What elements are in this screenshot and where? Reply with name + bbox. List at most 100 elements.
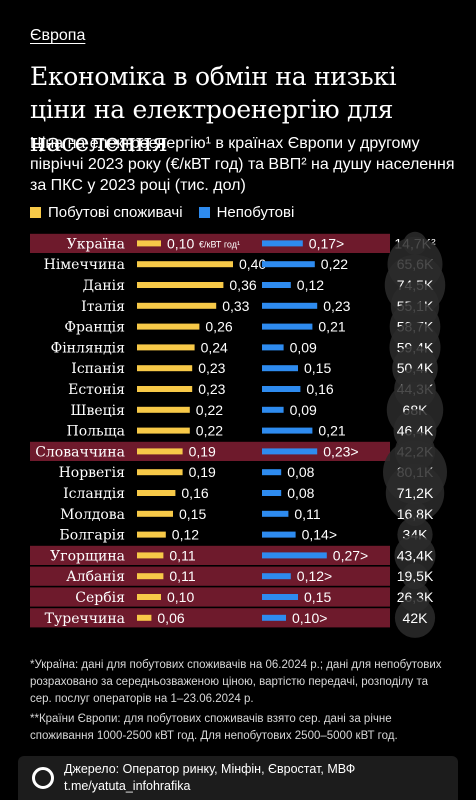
country-label: Італія — [81, 299, 125, 315]
nonhousehold-value: 0,10> — [292, 610, 327, 626]
household-bar — [137, 386, 193, 392]
nonhousehold-bar — [262, 469, 282, 476]
household-bar — [137, 240, 161, 247]
household-value: 0,10 — [167, 589, 194, 605]
household-bar — [137, 552, 164, 559]
nonhousehold-bar — [262, 427, 313, 434]
nonhousehold-bar — [262, 344, 284, 351]
legend-swatch-nonhousehold — [198, 207, 210, 218]
nonhousehold-value: 0,16 — [306, 381, 333, 397]
nonhousehold-bar — [262, 365, 298, 372]
household-bar — [137, 448, 183, 455]
nonhousehold-bar — [262, 261, 315, 268]
footnote-europe: **Країни Європи: для побутових споживачі… — [30, 713, 398, 742]
nonhousehold-value: 0,15 — [304, 360, 331, 376]
country-label: Болгарія — [59, 528, 125, 544]
household-value: 0,16 — [181, 485, 208, 501]
country-label: Словаччина — [35, 444, 125, 460]
country-label: Естонія — [68, 382, 125, 398]
nonhousehold-bar — [262, 552, 327, 559]
footer: Джерело: Оператор ринку, Мінфін, Євроста… — [18, 756, 458, 800]
household-bar — [137, 531, 166, 538]
household-value: 0,24 — [201, 339, 228, 355]
nonhousehold-value: 0,12 — [297, 277, 324, 293]
nonhousehold-value: 0,12> — [297, 568, 332, 584]
page-title: Економіка в обмін на низькі ціни на елек… — [30, 62, 397, 157]
legend: Побутові споживачі Непобутові — [30, 204, 304, 221]
source-text: Джерело: Оператор ринку, Мінфін, Євроста… — [64, 762, 356, 776]
country-label: Албанія — [66, 569, 125, 585]
legend-item-household: Побутові споживачі — [30, 204, 183, 221]
row-highlight — [30, 441, 390, 461]
household-value: 0,19 — [189, 464, 216, 480]
country-label: Швеція — [71, 403, 126, 419]
household-bar — [137, 510, 173, 517]
country-label: Україна — [67, 236, 125, 252]
nonhousehold-value: 0,23> — [323, 443, 358, 459]
gdp-value: 19,5K — [397, 568, 434, 584]
region-tag[interactable]: Європа — [30, 27, 86, 44]
household-bar — [137, 427, 190, 434]
nonhousehold-value: 0,23 — [323, 298, 350, 314]
household-bar — [137, 302, 217, 309]
nonhousehold-value: 0,21 — [318, 319, 345, 335]
household-value: 0,36 — [229, 277, 256, 293]
gdp-value: 43,4K — [397, 547, 434, 563]
household-value: 0,10 — [167, 235, 194, 251]
nonhousehold-value: 0,22 — [321, 256, 348, 272]
nonhousehold-value: 0,08 — [287, 485, 314, 501]
country-label: Угорщина — [50, 548, 125, 564]
nonhousehold-bar — [262, 594, 298, 600]
gdp-bubble — [394, 534, 436, 576]
household-value: 0,22 — [196, 423, 223, 439]
nonhousehold-bar — [262, 302, 318, 309]
row-highlight — [30, 587, 390, 607]
nonhousehold-bar — [262, 386, 301, 392]
household-value: 0,19 — [189, 443, 216, 459]
country-label: Німеччина — [44, 257, 125, 273]
nonhousehold-value: 0,27> — [333, 547, 368, 563]
household-bar — [137, 573, 164, 580]
nonhousehold-bar — [262, 490, 282, 496]
country-label: Фінляндія — [51, 340, 126, 356]
legend-item-nonhousehold: Непобутові — [198, 204, 295, 221]
country-label: Франція — [64, 320, 125, 336]
nonhousehold-bar — [262, 573, 291, 580]
nonhousehold-bar — [262, 406, 284, 413]
legend-swatch-household — [30, 207, 41, 218]
legend-label-household: Побутові споживачі — [48, 204, 183, 221]
nonhousehold-value: 0,17> — [309, 235, 344, 251]
legend-label-nonhousehold: Непобутові — [216, 204, 295, 221]
nonhousehold-value: 0,15 — [304, 589, 331, 605]
gdp-bubble — [394, 597, 436, 638]
household-value: 0,23 — [198, 360, 225, 376]
nonhousehold-value: 0,21 — [318, 423, 345, 439]
household-bar — [137, 261, 233, 268]
household-value: 0,22 — [196, 402, 223, 418]
country-label: Ісландія — [63, 486, 125, 502]
household-value: 0,40 — [239, 256, 266, 272]
country-label: Молдова — [60, 507, 125, 523]
household-bar — [137, 614, 152, 621]
household-value: 0,12 — [172, 527, 199, 543]
gdp-value: 71,2K — [397, 485, 434, 501]
footnote-ukraine: *Україна: дані для побутових споживачів … — [30, 659, 442, 705]
household-value: 0,11 — [169, 547, 195, 563]
chart-subtitle: Ціна на електроенергію¹ в країнах Європи… — [30, 135, 455, 194]
nonhousehold-bar — [262, 510, 289, 517]
nonhousehold-bar — [262, 531, 296, 538]
telegram-link[interactable]: t.me/yatuta_infohrafika — [64, 779, 191, 793]
household-value: 0,06 — [157, 610, 184, 626]
household-bar — [137, 323, 200, 330]
nonhousehold-value: 0,14> — [302, 527, 337, 543]
nonhousehold-value: 0,09 — [290, 339, 317, 355]
nonhousehold-bar — [262, 240, 303, 247]
nonhousehold-value: 0,09 — [290, 402, 317, 418]
country-label: Данія — [83, 278, 126, 294]
nonhousehold-bar — [262, 614, 286, 621]
gdp-bubble — [401, 563, 429, 590]
household-bar — [137, 490, 176, 496]
household-value: 0,11 — [169, 568, 195, 584]
nonhousehold-value: 0,11 — [294, 506, 320, 522]
